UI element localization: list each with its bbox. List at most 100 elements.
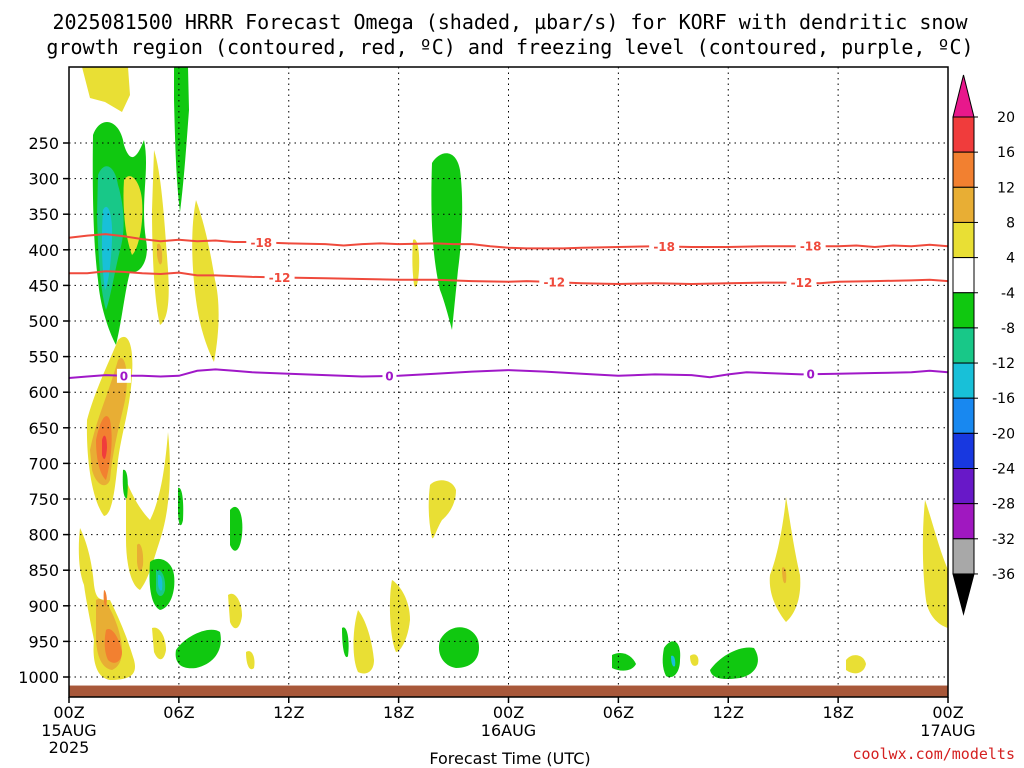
y-tick-label: 550 <box>28 348 59 367</box>
colorbar-swatch <box>952 538 975 575</box>
x-tick-label: 18Z <box>383 703 414 722</box>
contour-label: -18 <box>653 240 675 254</box>
y-tick-label: 600 <box>28 383 59 402</box>
omega-shading <box>78 67 948 680</box>
x-tick-date: 17AUG <box>920 721 975 740</box>
y-axis: 250 300 350 400 450 500 550 600 650 700 750 800 850 9… <box>18 134 69 687</box>
omega-region <box>246 651 255 670</box>
x-tick-date: 15AUG <box>41 721 96 740</box>
omega-region <box>157 243 163 265</box>
x-tick-label: 00Z <box>493 703 524 722</box>
x-tick-label: 12Z <box>273 703 304 722</box>
contour-label-bg <box>246 235 277 250</box>
omega-region <box>123 176 143 255</box>
omega-region <box>710 647 758 680</box>
chart-title-line1: 2025081500 HRRR Forecast Omega (shaded, … <box>52 10 968 34</box>
colorbar-bottom-arrow <box>952 573 975 616</box>
contour-label: -12 <box>269 271 291 285</box>
y-tick-label: 700 <box>28 454 59 473</box>
colorbar-label: -28 <box>992 497 1015 513</box>
x-tick-label: 18Z <box>822 703 853 722</box>
credit-text: coolwx.com/modelts <box>852 745 1015 763</box>
omega-region <box>102 435 107 460</box>
x-tick-label: 06Z <box>163 703 194 722</box>
ground-band <box>69 685 948 697</box>
contour-label-bg <box>786 275 817 290</box>
colorbar-swatch <box>952 221 975 259</box>
colorbar-swatch <box>952 362 975 399</box>
contour-label-bg <box>803 367 818 382</box>
omega-region <box>922 500 948 628</box>
omega-region <box>230 506 243 551</box>
colorbar-label: 8 <box>1006 215 1015 231</box>
x-tick-label: 12Z <box>713 703 744 722</box>
contour-line <box>68 368 949 379</box>
contour-label: 0 <box>806 368 814 382</box>
y-tick-label: 500 <box>28 312 59 331</box>
omega-region <box>104 629 122 663</box>
omega-region <box>152 150 169 325</box>
contour-label: -12 <box>791 276 813 290</box>
omega-region <box>438 627 480 668</box>
colorbar-label: -32 <box>992 532 1015 548</box>
omega-region <box>126 432 170 590</box>
omega-region <box>342 627 349 658</box>
x-axis-label: Forecast Time (UTC) <box>429 749 590 768</box>
y-tick-label: 750 <box>28 490 59 509</box>
omega-region <box>137 543 144 572</box>
colorbar-swatch <box>952 468 975 505</box>
y-tick-label: 1000 <box>18 668 59 687</box>
colorbar-label: -4 <box>1001 286 1015 302</box>
omega-region <box>353 610 374 674</box>
omega-region <box>846 655 866 674</box>
omega-region <box>690 654 699 666</box>
contour-label: -12 <box>543 276 565 290</box>
contour-label: -18 <box>250 236 272 250</box>
omega-region <box>412 239 420 287</box>
x-tick-date: 16AUG <box>481 721 536 740</box>
omega-region <box>101 206 113 290</box>
colorbar-label: -16 <box>992 391 1015 407</box>
colorbar-label: -8 <box>1001 321 1015 337</box>
omega-region <box>612 653 636 671</box>
colorbar-swatch <box>952 151 975 188</box>
colorbar-label: -36 <box>992 567 1015 583</box>
y-tick-label: 900 <box>28 597 59 616</box>
omega-region <box>671 655 676 667</box>
omega-region <box>152 627 166 660</box>
y-tick-label: 400 <box>28 241 59 260</box>
plot-frame <box>68 66 949 698</box>
colorbar: 20 16 12 8 4 -4 -8 -12 -16 -20 -24 -28 -32 -36 <box>952 74 1015 616</box>
contour-line <box>68 233 949 250</box>
colorbar-label: -12 <box>992 356 1015 372</box>
contour-label-bg <box>116 368 131 383</box>
chart-title-line2: growth region (contoured, red, ºC) and f… <box>46 35 973 59</box>
y-tick-label: 350 <box>28 205 59 224</box>
x-tick-year: 2025 <box>49 738 90 757</box>
omega-region <box>82 67 130 112</box>
y-tick-label: 650 <box>28 419 59 438</box>
ground-layer <box>69 685 948 697</box>
contour-label: -18 <box>800 240 822 254</box>
x-tick-label: 00Z <box>53 703 84 722</box>
omega-region <box>175 629 221 669</box>
y-tick-label: 250 <box>28 134 59 153</box>
omega-region <box>228 593 242 629</box>
colorbar-swatch <box>952 397 975 434</box>
omega-region <box>103 590 107 606</box>
colorbar-label: 16 <box>997 145 1015 161</box>
colorbar-swatch <box>952 116 975 153</box>
colorbar-swatch <box>952 292 975 329</box>
grid-lines <box>68 67 949 697</box>
colorbar-swatch <box>952 327 975 364</box>
y-tick-label: 950 <box>28 632 59 651</box>
omega-region <box>428 480 456 539</box>
contour-label-bg <box>539 275 570 290</box>
omega-region <box>782 567 787 584</box>
omega-region <box>122 469 128 499</box>
colorbar-label: -24 <box>992 462 1015 478</box>
omega-region <box>389 580 410 652</box>
colorbar-swatch <box>952 503 975 540</box>
